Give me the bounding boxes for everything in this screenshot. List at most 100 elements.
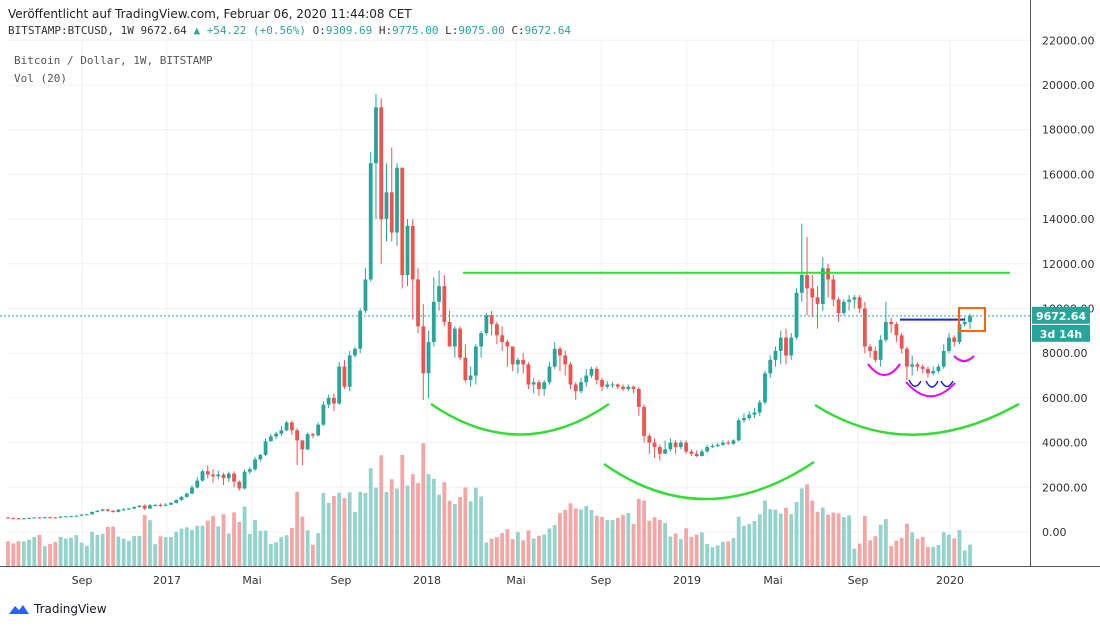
volume-bar — [153, 544, 158, 566]
x-tick-label: Sep — [591, 574, 612, 587]
candle-body — [179, 496, 184, 501]
candle-body — [894, 324, 899, 336]
volume-bar — [752, 521, 757, 566]
candle-body — [169, 502, 173, 505]
candle-body — [852, 297, 857, 300]
volume-bar — [542, 534, 547, 566]
candle-body — [673, 442, 678, 448]
candle-body — [862, 308, 867, 347]
candle-body — [153, 504, 158, 506]
volume-legend[interactable]: Vol (20) — [14, 72, 67, 85]
candle-body — [899, 335, 904, 349]
volume-bar — [663, 522, 667, 566]
volume-bar — [263, 530, 268, 566]
volume-bar — [74, 535, 79, 566]
candle-body — [300, 440, 305, 450]
volume-bar — [200, 525, 205, 566]
x-tick-label: Mai — [506, 574, 525, 587]
candle-body — [889, 321, 894, 325]
volume-bar — [84, 545, 89, 566]
candle-body — [253, 459, 257, 470]
candle-body — [799, 274, 804, 293]
volume-bar — [763, 500, 767, 566]
candle-body — [521, 359, 526, 365]
y-tick-label: 20000.00 — [1042, 79, 1095, 92]
candle-body — [505, 342, 510, 347]
volume-bar — [857, 543, 862, 566]
candle-body — [111, 510, 116, 512]
volume-bar — [910, 532, 915, 566]
volume-bar — [700, 532, 704, 566]
symbol-price: BITSTAMP:BTCUSD, 1W 9672.64 — [8, 24, 187, 37]
volume-bar — [778, 513, 783, 566]
volume-bar — [37, 534, 42, 566]
candle-body — [621, 386, 625, 389]
candle-body — [831, 279, 836, 300]
volume-bar — [337, 492, 342, 566]
candle-body — [810, 288, 815, 298]
volume-bar — [841, 517, 846, 566]
candle-body — [100, 509, 105, 511]
candle-body — [184, 493, 189, 497]
series-legend[interactable]: Bitcoin / Dollar, 1W, BITSTAMP — [14, 54, 213, 67]
volume-bar — [426, 474, 431, 566]
candle-body — [962, 321, 967, 325]
volume-bar — [768, 509, 773, 566]
volume-bar — [363, 492, 368, 566]
candle-body — [416, 279, 420, 327]
volume-bar — [573, 508, 578, 566]
candle-body — [11, 518, 16, 520]
candle-body — [847, 299, 851, 302]
candle-body — [868, 346, 873, 351]
candle-body — [321, 404, 326, 425]
volume-bar — [721, 541, 725, 566]
candle-body — [316, 424, 321, 436]
candle-body — [163, 504, 168, 506]
volume-bar — [326, 503, 331, 566]
candle-body — [148, 505, 152, 509]
candle-body — [731, 440, 736, 444]
footer[interactable]: TradingView — [8, 602, 107, 616]
candle-body — [326, 397, 331, 405]
volume-bar — [873, 536, 878, 566]
candle-body — [636, 388, 641, 407]
volume-bar — [757, 514, 762, 566]
volume-bar — [79, 542, 84, 566]
candle-body — [631, 386, 636, 389]
open-label: O: — [312, 24, 326, 37]
volume-bar — [931, 546, 936, 566]
blue-arc-2 — [925, 380, 939, 388]
volume-bar — [952, 538, 957, 566]
volume-bar — [289, 528, 294, 566]
volume-bar — [894, 540, 899, 566]
candle-body — [547, 366, 552, 383]
candle-body — [353, 348, 357, 356]
volume-bar — [889, 546, 894, 566]
y-tick-label: 0.00 — [1042, 526, 1067, 539]
volume-bar — [368, 468, 373, 566]
x-tick-label: Sep — [331, 574, 352, 587]
candle-body — [447, 321, 452, 347]
x-tick-label: 2017 — [153, 574, 181, 587]
candle-body — [21, 518, 26, 520]
candle-body — [563, 355, 568, 365]
volume-bar — [232, 512, 236, 566]
volume-bar — [742, 525, 746, 566]
candle-body — [48, 517, 52, 519]
candle-body — [237, 481, 242, 489]
low-label: L: — [445, 24, 459, 37]
last-price-label: 9672.64 — [1036, 310, 1086, 323]
published-line: Veröffentlicht auf TradingView.com, Febr… — [8, 7, 412, 21]
candle-body — [442, 286, 447, 322]
y-tick-label: 4000.00 — [1042, 437, 1088, 450]
candle-body — [90, 511, 95, 515]
volume-bar — [148, 520, 152, 566]
candle-body — [747, 414, 752, 419]
candle-body — [936, 366, 941, 372]
candle-body — [568, 364, 573, 385]
candle-body — [431, 301, 436, 343]
candle-body — [458, 328, 462, 358]
volume-bar — [11, 543, 16, 566]
candle-body — [274, 433, 278, 437]
